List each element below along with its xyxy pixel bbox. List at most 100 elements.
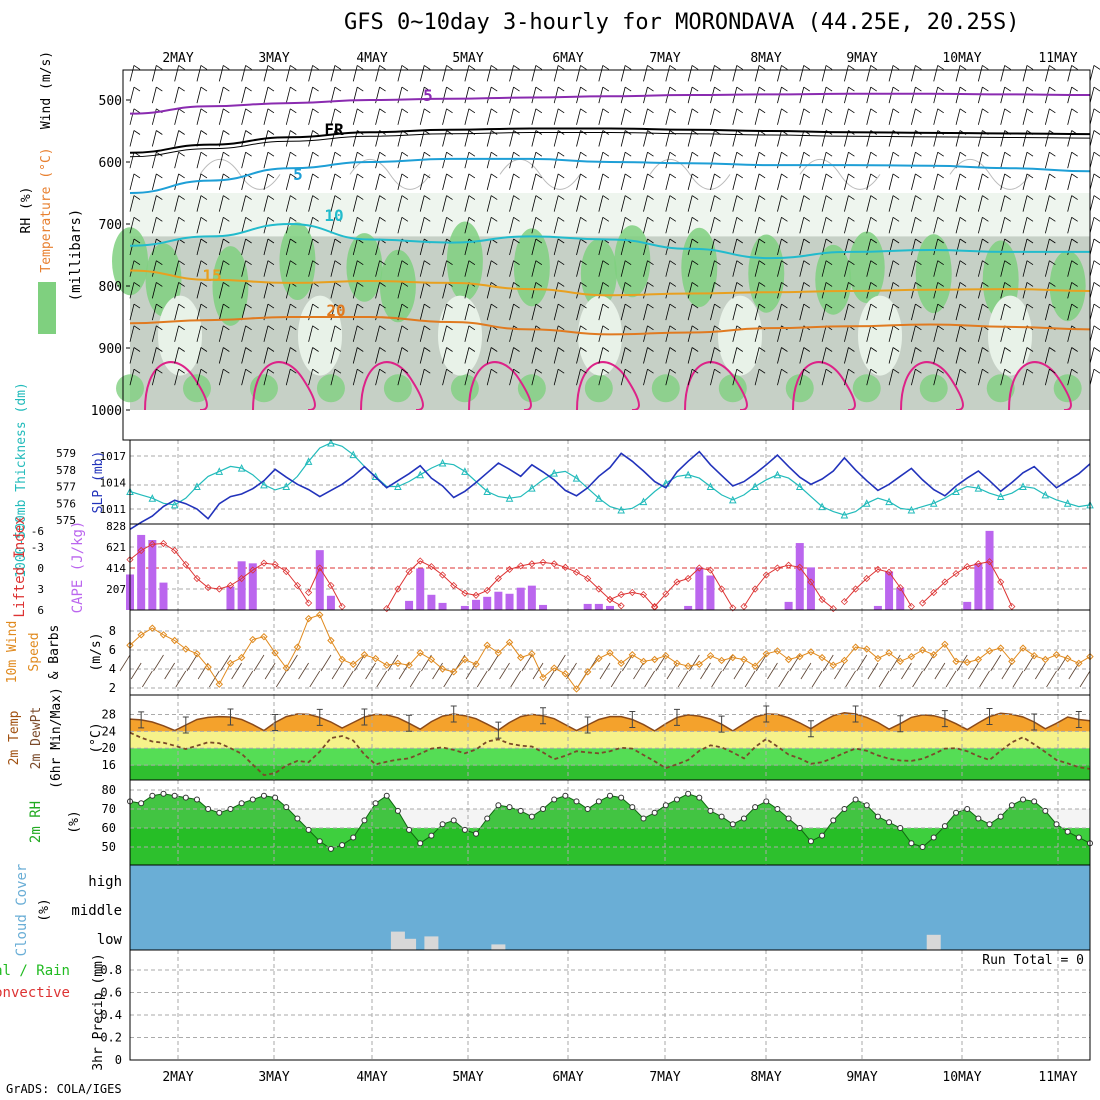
wind-barb-flag: [825, 216, 833, 222]
wind-barb-flag: [357, 282, 364, 287]
wind-barb-flag: [870, 347, 877, 352]
li-point: [718, 585, 726, 593]
li-point: [963, 563, 971, 571]
date-label-bottom: 9MAY: [846, 1070, 877, 1085]
wind-barb-flag: [513, 238, 520, 244]
wind-barb-flag: [557, 151, 565, 157]
thickness-point: [572, 474, 581, 482]
wind-barb: [151, 217, 157, 234]
wind-barb-flag: [267, 260, 275, 266]
wind-barb-flag: [379, 325, 386, 331]
wind-barb-flag: [446, 173, 453, 179]
wind-barb: [464, 304, 470, 321]
wind-barb: [354, 654, 365, 672]
wind-barb-flag: [178, 325, 185, 331]
wind-barb-flag: [892, 151, 900, 157]
wind-barb-flag: [848, 108, 855, 114]
wind-barb-flag: [892, 195, 900, 200]
wind-barb: [442, 347, 447, 364]
cape-bar: [516, 587, 525, 610]
wind-barb-flag: [937, 195, 944, 200]
wind-barb: [1089, 108, 1095, 125]
wind-barb: [1089, 347, 1095, 364]
wind-barb: [979, 670, 990, 688]
wind-barb: [352, 65, 358, 82]
cape-bar: [963, 601, 972, 610]
temp-minmax-bar: [897, 715, 904, 733]
wind-barb-flag: [959, 173, 967, 179]
li-point: [840, 598, 848, 606]
wind-barb: [732, 325, 738, 342]
date-label-bottom: 10MAY: [942, 1070, 981, 1085]
li-point: [305, 588, 313, 597]
wind-speed-point: [260, 632, 268, 641]
wind-barb: [352, 347, 358, 364]
wind-barb: [990, 654, 1002, 672]
li-point: [450, 581, 458, 590]
wind-barb: [856, 654, 868, 672]
wind-barb: [308, 369, 313, 386]
wind-barb: [397, 282, 403, 299]
wind-barb-flag: [647, 173, 654, 179]
wind-barb-flag: [781, 368, 788, 374]
wind-barb-flag: [245, 238, 252, 244]
wind-barb: [464, 195, 470, 212]
rh-point: [573, 798, 580, 805]
temp-minmax-bar: [227, 708, 234, 726]
wind-barb: [509, 87, 514, 104]
wind-barb-flag: [781, 282, 788, 287]
wind-barb: [397, 195, 403, 212]
wind-barb-flag: [245, 108, 252, 114]
rh-point: [439, 821, 446, 828]
temp-minmax-bar: [941, 710, 948, 728]
rh-contour: [349, 158, 431, 190]
wind-barb: [218, 238, 224, 256]
wind-barb: [1044, 304, 1050, 321]
thickness-point: [840, 510, 849, 519]
wind-barb: [442, 282, 447, 299]
wind-barb-flag: [446, 260, 453, 266]
wind-barb-flag: [401, 65, 409, 70]
wind-barb-flag: [557, 368, 565, 374]
wind-barb-flag: [424, 368, 431, 374]
wind-barb: [955, 304, 961, 321]
precip-tick: 0.4: [100, 1008, 122, 1022]
wind-barb-flag: [937, 303, 944, 309]
wind-barb: [754, 108, 760, 125]
wind-barb-flag: [736, 108, 744, 114]
wind-barb-flag: [1071, 195, 1078, 200]
wind-axis-label-2: Speed: [27, 632, 42, 671]
wind-barb-flag: [557, 65, 565, 70]
li-line: [609, 591, 656, 608]
wind-barb: [553, 195, 559, 212]
wind-barb: [151, 347, 157, 364]
thickness-tick: 576: [56, 497, 76, 510]
wind-barb: [1012, 670, 1024, 688]
thickness-point: [617, 505, 625, 514]
wind-barb-flag: [691, 368, 699, 374]
wind-barb-flag: [156, 65, 163, 70]
wind-barb: [767, 662, 778, 680]
wind-barb: [129, 195, 135, 212]
wind-barb: [174, 369, 180, 386]
wind-barb-flag: [580, 195, 587, 200]
isotherm-label: 5: [423, 86, 433, 105]
wind-barb: [1089, 282, 1095, 299]
wind-speed-point: [762, 650, 770, 658]
wind-speed-point: [941, 640, 949, 649]
wind-barb: [553, 65, 559, 82]
wind-barb-flag: [825, 151, 833, 157]
wind-barb: [1000, 108, 1006, 125]
wind-barb-flag: [848, 303, 855, 309]
li-axis-label: Lifted Index: [12, 516, 28, 617]
wind-barb: [151, 369, 157, 386]
wind-barb: [888, 108, 894, 125]
wind-barb-flag: [848, 195, 855, 200]
rh-point: [305, 826, 312, 833]
wind-barb: [1035, 662, 1046, 680]
wind-barb: [799, 217, 805, 234]
wind-speed-point: [394, 659, 402, 668]
li-point: [539, 558, 547, 566]
li-point: [561, 563, 569, 571]
wind-barb-flag: [1026, 195, 1034, 200]
